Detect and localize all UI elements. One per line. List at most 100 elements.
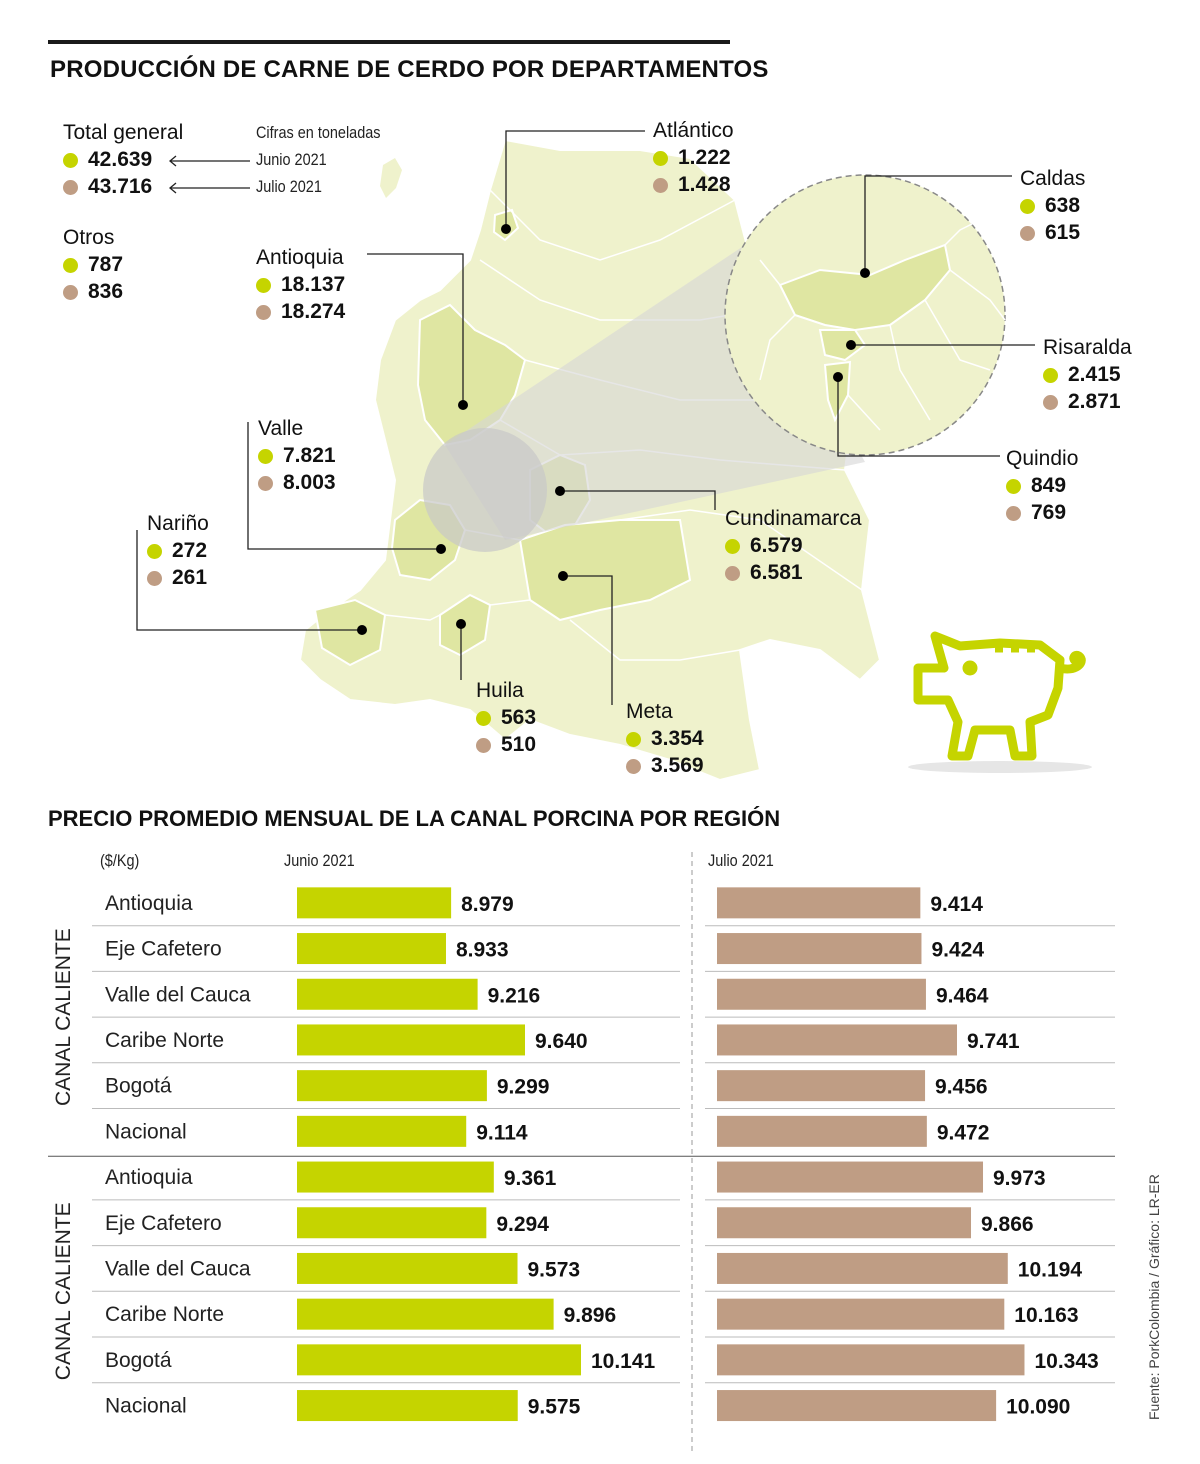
otros-label: Otros: [63, 226, 115, 249]
dept-narino-july: 261: [147, 566, 207, 590]
bar-june: [297, 933, 446, 965]
july-period-label: Julio 2021: [708, 852, 774, 870]
dept-atlantico-june: 1.222: [653, 146, 731, 170]
category-label: Antioquia: [105, 892, 193, 915]
map-narino: [313, 598, 387, 667]
june-dot: [63, 152, 78, 168]
colombia-map: [136, 130, 1092, 782]
dept-valle-june: 7.821: [258, 444, 336, 468]
group-label: CANAL CALIENTE: [52, 928, 75, 1106]
category-label: Valle del Cauca: [105, 983, 251, 1006]
group-label: CANAL CALIENTE: [52, 1202, 75, 1380]
dept-huila-july: 510: [476, 733, 536, 757]
pig-icon: [908, 631, 1092, 773]
price-bar-chart: ($/Kg) Junio 2021 Julio 2021 CANAL CALIENTE…: [48, 852, 1115, 1452]
bar-june: [297, 1115, 467, 1147]
source-note: Fuente: PorkColombia / Gráfico: LR-ER: [1146, 1174, 1162, 1420]
bar-june: [297, 1207, 487, 1239]
bar-july-label: 9.424: [931, 939, 984, 962]
category-label: Bogotá: [105, 1349, 172, 1372]
leader-lines: [136, 130, 1035, 705]
total-july-value: 43.716: [63, 175, 152, 199]
bar-july-label: 9.456: [935, 1076, 988, 1099]
bar-june: [297, 1390, 518, 1422]
bar-july-label: 9.472: [937, 1121, 990, 1144]
units-note: Cifras en toneladas: [256, 123, 381, 142]
bar-june-label: 9.896: [564, 1304, 617, 1327]
june-period-label: Junio 2021: [284, 852, 355, 870]
bar-july-label: 9.414: [930, 893, 983, 916]
bar-july: [717, 1207, 972, 1239]
dept-valle-label: Valle: [258, 417, 304, 440]
dept-narino-june: 272: [147, 539, 207, 563]
dept-antioquia-label: Antioquia: [256, 246, 344, 269]
bar-july-label: 10.163: [1014, 1304, 1078, 1327]
chart-title: PRECIO PROMEDIO MENSUAL DE LA CANAL PORC…: [48, 806, 781, 831]
july-legend-label: Julio 2021: [256, 177, 322, 196]
bar-july: [717, 1252, 1008, 1284]
map-meta: [518, 519, 692, 622]
bar-july: [717, 887, 921, 919]
bar-july: [717, 1390, 997, 1422]
category-label: Nacional: [105, 1120, 187, 1143]
dept-risaralda-july: 2.871: [1043, 390, 1121, 414]
dept-atlantico-july: 1.428: [653, 173, 731, 197]
bar-july: [717, 978, 926, 1010]
bar-june-label: 9.114: [476, 1121, 528, 1144]
june-legend-label: Junio 2021: [256, 150, 327, 169]
dept-narino-label: Nariño: [147, 512, 209, 535]
bar-june: [297, 1070, 487, 1102]
dept-huila-june: 563: [476, 706, 536, 730]
bar-june: [297, 978, 478, 1010]
bar-july-label: 9.464: [936, 984, 989, 1007]
bar-july: [717, 1115, 927, 1147]
unit-label: ($/Kg): [100, 852, 139, 870]
bar-june: [297, 887, 452, 919]
bar-june-label: 9.573: [528, 1258, 581, 1281]
bar-june: [297, 1298, 554, 1330]
total-june-value: 42.639: [63, 148, 152, 172]
bar-july-label: 9.741: [967, 1030, 1020, 1053]
dept-quindio-june: 849: [1006, 474, 1066, 498]
category-label: Valle del Cauca: [105, 1257, 251, 1280]
category-label: Nacional: [105, 1395, 187, 1418]
bar-june-label: 8.979: [461, 893, 514, 916]
bar-july-label: 10.090: [1006, 1396, 1070, 1419]
bar-june: [297, 1161, 494, 1193]
bar-june-label: 8.933: [456, 939, 509, 962]
dept-quindio-july: 769: [1006, 501, 1066, 525]
bar-july-label: 9.973: [993, 1167, 1046, 1190]
otros-june-value: 787: [63, 253, 123, 277]
category-label: Bogotá: [105, 1075, 172, 1098]
dept-meta-june: 3.354: [626, 727, 704, 751]
bar-july-label: 9.866: [981, 1213, 1034, 1236]
bar-june-label: 9.299: [497, 1076, 550, 1099]
infographic-title: PRODUCCIÓN DE CARNE DE CERDO POR DEPARTA…: [50, 56, 769, 83]
bar-july: [717, 1161, 984, 1193]
dept-valle-july: 8.003: [258, 471, 336, 495]
bar-july: [717, 1298, 1005, 1330]
bar-june-label: 9.640: [535, 1030, 588, 1053]
bar-june: [297, 1344, 581, 1376]
zoom-source-circle: [423, 428, 547, 552]
category-label: Antioquia: [105, 1166, 193, 1189]
dept-huila-label: Huila: [476, 679, 524, 702]
category-label: Eje Cafetero: [105, 1212, 222, 1235]
dept-meta-label: Meta: [626, 700, 673, 723]
dept-cundinamarca-july: 6.581: [725, 561, 803, 585]
bar-july: [717, 933, 922, 965]
bar-july: [717, 1024, 957, 1056]
legend-arrows: [168, 155, 250, 194]
category-label: Caribe Norte: [105, 1303, 224, 1326]
dept-atlantico-label: Atlántico: [653, 119, 734, 142]
bar-june: [297, 1024, 525, 1056]
dept-meta-july: 3.569: [626, 754, 704, 778]
bar-june-label: 9.361: [504, 1167, 557, 1190]
bar-june: [297, 1252, 518, 1284]
map-markers: [357, 224, 870, 635]
dept-risaralda-label: Risaralda: [1043, 336, 1132, 359]
bar-july-label: 10.343: [1034, 1350, 1098, 1373]
july-dot: [63, 179, 78, 195]
dept-caldas-label: Caldas: [1020, 167, 1086, 190]
dept-antioquia-june: 18.137: [256, 273, 345, 297]
